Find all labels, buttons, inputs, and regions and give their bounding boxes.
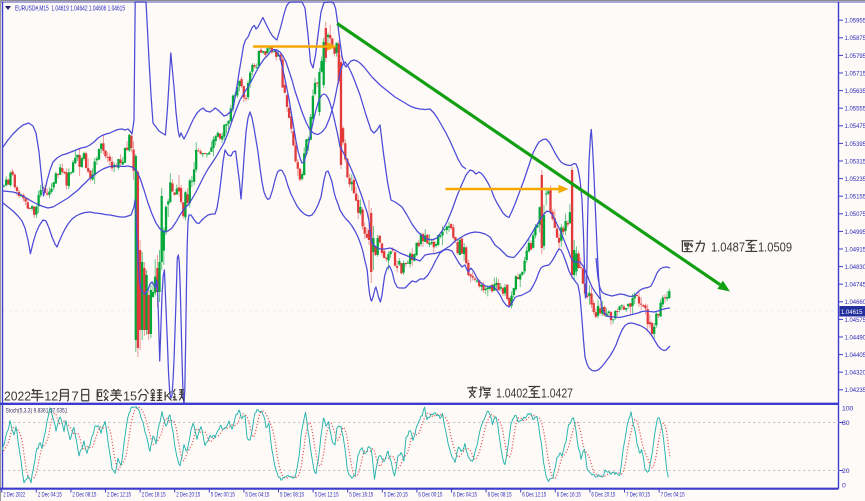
svg-text:6 Dec 04:15: 6 Dec 04:15	[453, 492, 477, 499]
svg-text:6 Dec 00:15: 6 Dec 00:15	[418, 492, 442, 499]
svg-text:1.04405: 1.04405	[845, 352, 865, 359]
svg-text:1.05955: 1.05955	[845, 18, 865, 25]
svg-text:7 Dec 04:15: 7 Dec 04:15	[661, 492, 685, 499]
svg-text:1.05315: 1.05315	[845, 158, 865, 165]
svg-text:100: 100	[842, 405, 854, 412]
svg-text:1.04660: 1.04660	[845, 299, 865, 306]
svg-text:1.05875: 1.05875	[845, 35, 865, 42]
svg-text:1.05395: 1.05395	[845, 141, 865, 148]
svg-text:5 Dec 00:15: 5 Dec 00:15	[211, 492, 235, 499]
svg-text:20: 20	[842, 468, 850, 475]
svg-text:1.04830: 1.04830	[845, 264, 865, 271]
svg-text:1.04490: 1.04490	[845, 334, 865, 341]
svg-text:6 Dec 08:15: 6 Dec 08:15	[488, 492, 512, 499]
svg-text:1.04745: 1.04745	[845, 282, 865, 289]
svg-text:K: K	[163, 389, 172, 404]
svg-text:5 Dec 12:15: 5 Dec 12:15	[315, 492, 339, 499]
svg-text:2 Dec 2022: 2 Dec 2022	[3, 492, 25, 499]
svg-text:2 Dec 16:15: 2 Dec 16:15	[142, 492, 166, 499]
svg-text:1.05155: 1.05155	[845, 194, 865, 201]
svg-text:1.0487: 1.0487	[711, 240, 745, 255]
svg-text:1.05075: 1.05075	[845, 211, 865, 218]
svg-text:1.04615: 1.04615	[841, 309, 863, 316]
svg-text:7: 7	[71, 389, 79, 404]
svg-text:1.0427: 1.0427	[541, 386, 573, 401]
svg-text:1.0509: 1.0509	[758, 240, 792, 255]
svg-text:Stoch(5,3,3) 9.8361,37.0351: Stoch(5,3,3) 9.8361,37.0351	[6, 408, 68, 415]
svg-text:5 Dec 16:15: 5 Dec 16:15	[349, 492, 373, 499]
svg-text:1.04915: 1.04915	[845, 246, 865, 253]
svg-text:2 Dec 12:15: 2 Dec 12:15	[107, 492, 131, 499]
svg-text:1.04575: 1.04575	[845, 317, 865, 324]
svg-text:7 Dec 00:15: 7 Dec 00:15	[626, 492, 650, 499]
svg-text:1.05475: 1.05475	[845, 123, 865, 130]
svg-text:1.04235: 1.04235	[845, 387, 865, 394]
svg-text:EURUSD#,M15 1.04619 1.04642 1: EURUSD#,M15 1.04619 1.04642 1.04606 1.04…	[15, 4, 125, 13]
svg-text:2022: 2022	[4, 389, 31, 404]
svg-text:5 Dec 04:15: 5 Dec 04:15	[245, 492, 269, 499]
svg-text:1.05635: 1.05635	[845, 88, 865, 95]
svg-text:6 Dec 12:15: 6 Dec 12:15	[522, 492, 546, 499]
svg-text:1.04995: 1.04995	[845, 229, 865, 236]
svg-text:1.05555: 1.05555	[845, 106, 865, 113]
svg-text:5 Dec 08:15: 5 Dec 08:15	[280, 492, 304, 499]
svg-text:15: 15	[123, 389, 137, 404]
svg-text:1.04320: 1.04320	[845, 370, 865, 377]
svg-text:1.05715: 1.05715	[845, 70, 865, 77]
svg-text:1.0402: 1.0402	[496, 386, 528, 401]
svg-text:6 Dec 16:15: 6 Dec 16:15	[557, 492, 581, 499]
svg-text:80: 80	[842, 420, 850, 427]
svg-text:2 Dec 04:15: 2 Dec 04:15	[38, 492, 62, 499]
svg-text:0: 0	[842, 482, 846, 489]
svg-text:12: 12	[44, 389, 58, 404]
svg-text:6 Dec 20:15: 6 Dec 20:15	[591, 492, 615, 499]
svg-text:1.05795: 1.05795	[845, 53, 865, 60]
svg-text:2 Dec 20:15: 2 Dec 20:15	[176, 492, 200, 499]
svg-text:2 Dec 08:15: 2 Dec 08:15	[72, 492, 96, 499]
svg-text:5 Dec 20:15: 5 Dec 20:15	[384, 492, 408, 499]
svg-text:1.05235: 1.05235	[845, 176, 865, 183]
